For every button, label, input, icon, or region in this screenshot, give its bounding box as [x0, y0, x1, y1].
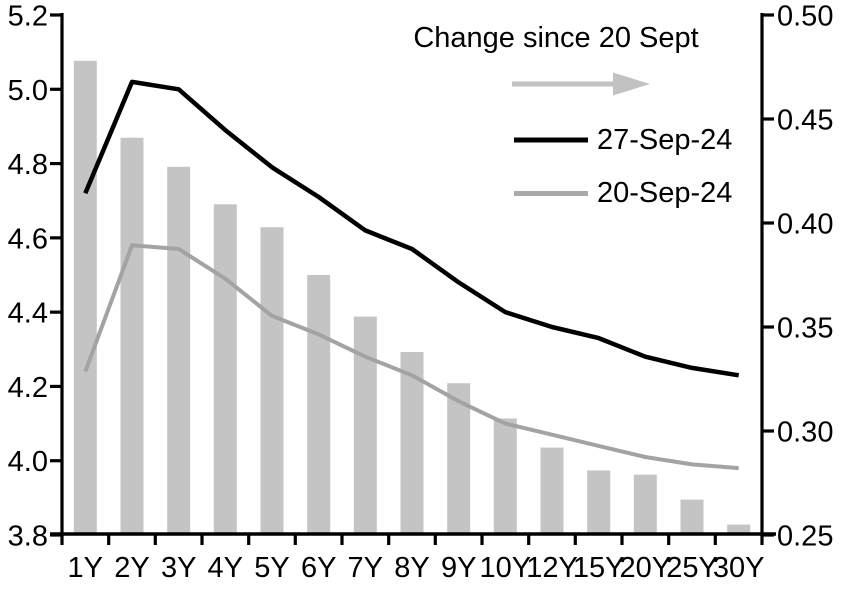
x-axis-category-label: 15Y — [573, 552, 625, 584]
left-axis-tick-label: 4.6 — [8, 223, 48, 255]
line-27-sep-24 — [83, 79, 740, 378]
bar-change-4Y — [213, 204, 237, 535]
right-axis-tick-label: 0.25 — [777, 521, 833, 553]
bar-change-9Y — [447, 383, 471, 534]
left-axis-tick-label: 3.8 — [8, 521, 48, 553]
x-axis-category-label: 5Y — [254, 552, 289, 584]
x-axis-category-label: 7Y — [348, 552, 383, 584]
bar-change-20Y — [633, 474, 657, 534]
bar-change-7Y — [353, 316, 377, 534]
left-axis-tick-label: 4.4 — [8, 298, 48, 330]
bar-change-2Y — [120, 137, 144, 534]
x-axis-category-label: 30Y — [713, 552, 765, 584]
x-axis-category-label: 2Y — [114, 552, 149, 584]
bar-change-8Y — [400, 352, 424, 534]
bar-change-6Y — [307, 275, 331, 534]
right-axis-tick-label: 0.50 — [777, 1, 833, 33]
right-axis-tick-label: 0.35 — [777, 313, 833, 345]
x-axis-category-label: 4Y — [208, 552, 243, 584]
right-axis-tick-label: 0.45 — [777, 105, 833, 137]
bar-change-30Y — [727, 524, 751, 534]
left-axis-tick-label: 4.8 — [8, 149, 48, 181]
x-axis-category-label: 9Y — [441, 552, 476, 584]
line-20-sep-24 — [83, 243, 739, 471]
left-axis-tick-label: 5.0 — [8, 75, 48, 107]
legend-arrow-head-icon — [613, 72, 650, 96]
left-axis-tick-label: 4.2 — [8, 372, 48, 404]
x-axis-category-label: 12Y — [526, 552, 578, 584]
x-axis-category-label: 10Y — [479, 552, 531, 584]
left-axis-tick-label: 5.2 — [8, 1, 48, 33]
x-axis-category-label: 6Y — [301, 552, 336, 584]
bar-change-25Y — [680, 499, 704, 534]
x-axis-category-label: 25Y — [666, 552, 718, 584]
bar-change-12Y — [540, 447, 564, 534]
bar-change-5Y — [260, 227, 284, 534]
x-axis-category-label: 8Y — [394, 552, 429, 584]
x-axis-category-label: 20Y — [619, 552, 671, 584]
legend-label-27-sep-24: 27-Sep-24 — [597, 124, 733, 156]
bar-change-1Y — [73, 60, 97, 535]
bar-change-10Y — [493, 418, 517, 534]
legend-label-20-sep-24: 20-Sep-24 — [597, 177, 733, 209]
right-axis-tick-label: 0.40 — [777, 209, 833, 241]
left-axis-tick-label: 4.0 — [8, 446, 48, 478]
bar-change-15Y — [587, 470, 611, 534]
right-axis-tick-label: 0.30 — [777, 417, 833, 449]
bar-change-3Y — [167, 166, 191, 535]
legend-title: Change since 20 Sept — [413, 22, 699, 54]
x-axis-category-label: 1Y — [68, 552, 103, 584]
x-axis-category-label: 3Y — [161, 552, 196, 584]
